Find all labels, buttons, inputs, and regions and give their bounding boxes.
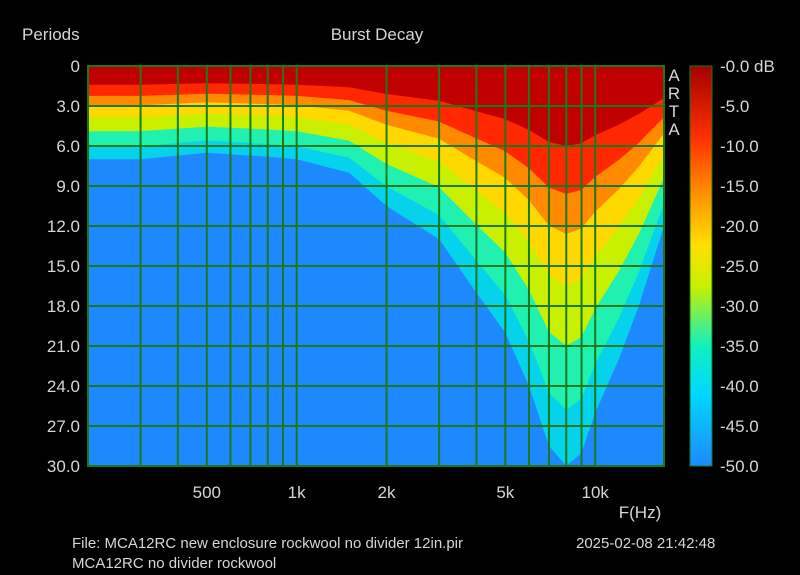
vendor-letter: R: [668, 84, 680, 103]
plot-border: [87, 65, 665, 467]
y-tick-label: 0: [71, 57, 80, 76]
colorbar-label: -0.0 dB: [720, 57, 775, 76]
y-tick-label: 27.0: [47, 417, 80, 436]
file-name: File: MCA12RC new enclosure rockwool no …: [72, 535, 463, 552]
colorbar-label: -45.0: [720, 417, 759, 436]
x-tick-label: 5k: [496, 483, 514, 502]
chart-title: Burst Decay: [331, 25, 424, 44]
y-tick-label: 15.0: [47, 257, 80, 276]
y-tick-label: 24.0: [47, 377, 80, 396]
timestamp: 2025-02-08 21:42:48: [576, 535, 715, 552]
colorbar-label: -30.0: [720, 297, 759, 316]
colorbar-label: -50.0: [720, 457, 759, 476]
colorbar: [689, 65, 713, 467]
decay-band-7: [88, 66, 664, 146]
x-tick-label: 500: [193, 483, 221, 502]
colorbar-label: -15.0: [720, 177, 759, 196]
x-tick-label: 2k: [378, 483, 396, 502]
y-tick-label: 6.0: [56, 137, 80, 156]
x-tick-labels: 500 1k 2k 5k 10k: [193, 483, 610, 502]
y-tick-label: 18.0: [47, 297, 80, 316]
y-tick-label: 9.0: [56, 177, 80, 196]
y-tick-labels: 0 3.0 6.0 9.0 12.0 15.0 18.0 21.0 24.0 27.0 30.0: [47, 57, 80, 476]
colorbar-label: -10.0: [720, 137, 759, 156]
measurement-note: MCA12RC no divider rockwool: [72, 555, 276, 572]
y-axis-label: Periods: [22, 25, 80, 44]
x-tick-label: 10k: [581, 483, 609, 502]
vendor-letter: A: [668, 120, 680, 139]
grid: [88, 66, 664, 466]
decay-bands: [88, 66, 664, 466]
vendor-letter: A: [668, 66, 680, 85]
colorbar-label: -5.0: [720, 97, 749, 116]
colorbar-label: -35.0: [720, 337, 759, 356]
vendor-letter: T: [669, 102, 679, 121]
y-tick-label: 12.0: [47, 217, 80, 236]
x-axis-label: F(Hz): [619, 503, 661, 522]
colorbar-label: -25.0: [720, 257, 759, 276]
y-tick-label: 30.0: [47, 457, 80, 476]
colorbar-label: -40.0: [720, 377, 759, 396]
colorbar-labels: -0.0 dB -5.0 -10.0 -15.0 -20.0 -25.0 -30.0 -35.…: [720, 57, 775, 476]
colorbar-label: -20.0: [720, 217, 759, 236]
y-tick-label: 21.0: [47, 337, 80, 356]
y-tick-label: 3.0: [56, 97, 80, 116]
x-tick-label: 1k: [288, 483, 306, 502]
